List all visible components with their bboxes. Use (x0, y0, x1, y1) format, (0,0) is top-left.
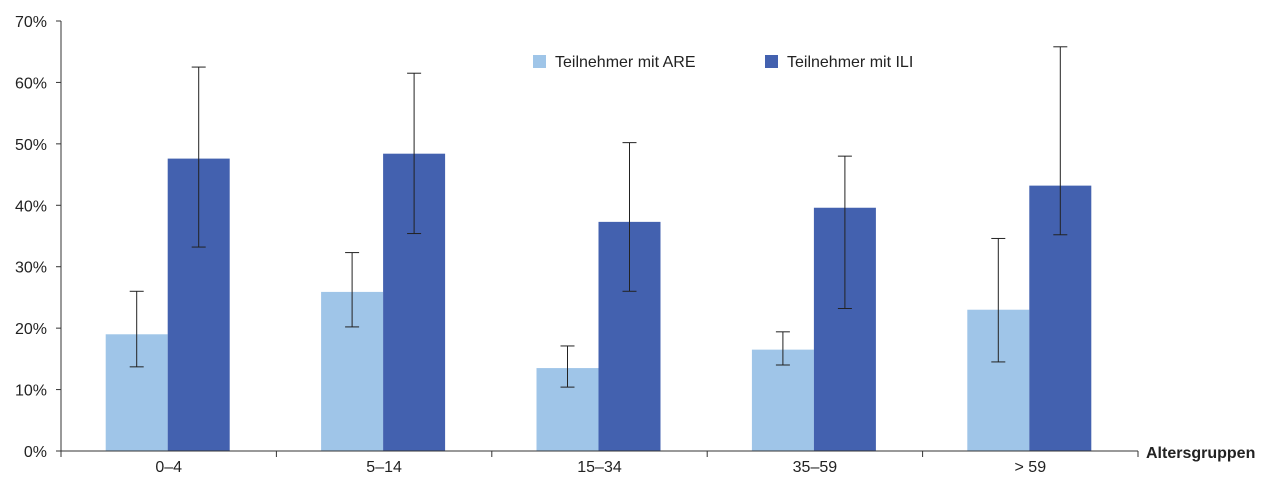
y-tick-label: 10% (15, 383, 47, 400)
x-tick-label: 15–34 (577, 459, 622, 476)
x-axis-label: Altersgruppen (1146, 445, 1255, 462)
y-tick-label: 20% (15, 321, 47, 338)
y-tick-label: 0% (24, 444, 47, 461)
legend: Teilnehmer mit ARE Teilnehmer mit ILI (533, 54, 913, 71)
y-tick-label: 60% (15, 75, 47, 92)
x-axis: 0–4 5–14 15–34 35–59 > 59 (60, 450, 1139, 476)
y-tick-label: 30% (15, 260, 47, 277)
bars (105, 153, 1092, 451)
legend-label: Teilnehmer mit ILI (787, 54, 913, 71)
y-tick-label: 70% (15, 14, 47, 31)
legend-swatch (533, 55, 546, 68)
y-tick-label: 50% (15, 137, 47, 154)
legend-label: Teilnehmer mit ARE (555, 54, 696, 71)
y-tick-label: 40% (15, 198, 47, 215)
x-tick-label: > 59 (1015, 459, 1047, 476)
legend-swatch (765, 55, 778, 68)
x-tick-label: 5–14 (366, 459, 402, 476)
error-bars (129, 46, 1068, 388)
x-tick-label: 0–4 (155, 459, 182, 476)
x-tick-label: 35–59 (793, 459, 838, 476)
y-axis: 0% 10% 20% 30% 40% 50% 60% 70% (15, 14, 62, 461)
bar (751, 349, 814, 451)
